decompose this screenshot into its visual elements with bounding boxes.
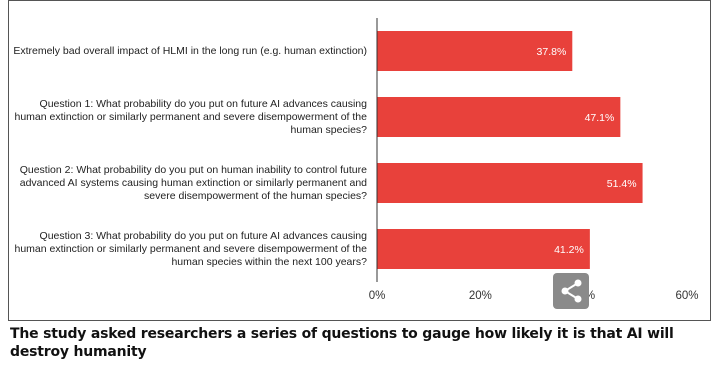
chart: 37.8%47.1%51.4%41.2%0%20%40%60% (8, 0, 711, 321)
x-tick-label: 60% (675, 290, 698, 302)
bar (377, 163, 643, 203)
category-label: Question 3: What probability do you put … (14, 229, 367, 268)
caption: The study asked researchers a series of … (10, 326, 674, 360)
category-label: Extremely bad overall impact of HLMI in … (13, 44, 367, 57)
x-tick-label: 0% (369, 290, 386, 302)
category-label: Question 2: What probability do you put … (19, 163, 367, 202)
share-button[interactable] (553, 273, 589, 309)
share-icon-part (574, 279, 582, 287)
share-icon-part (574, 295, 582, 303)
value-label: 51.4% (607, 178, 637, 190)
share-icon-part (553, 273, 589, 309)
category-label: Question 1: What probability do you put … (14, 97, 367, 136)
bar (377, 229, 590, 269)
value-label: 41.2% (554, 244, 584, 256)
x-tick-label: 20% (469, 290, 492, 302)
value-label: 47.1% (585, 112, 615, 124)
share-icon-part (561, 287, 569, 295)
bar (377, 31, 573, 71)
chart-frame (8, 0, 711, 321)
bar (377, 97, 621, 137)
value-label: 37.8% (537, 46, 567, 58)
